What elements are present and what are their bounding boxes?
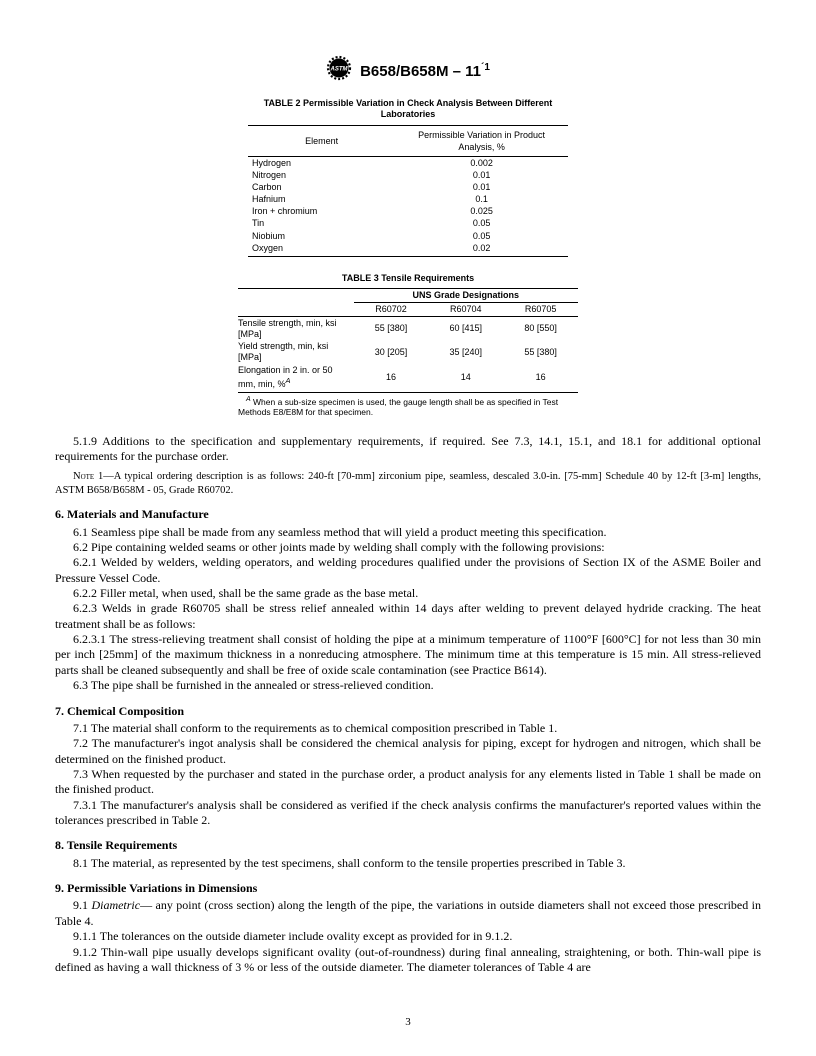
para-6-2: 6.2 Pipe containing welded seams or othe… <box>55 540 761 555</box>
doc-header: ASTM B658/B658M – 11´1 <box>55 55 761 86</box>
astm-logo: ASTM <box>326 55 352 86</box>
section-9-head: 9. Permissible Variations in Dimensions <box>55 881 761 896</box>
doc-id: B658/B658M – 11´1 <box>360 62 490 80</box>
table-row: Hafnium0.1 <box>248 193 568 205</box>
para-6-2-3: 6.2.3 Welds in grade R60705 shall be str… <box>55 601 761 632</box>
table-row: Tin0.05 <box>248 217 568 229</box>
table-2-title: TABLE 2 Permissible Variation in Check A… <box>248 98 568 121</box>
para-7-2: 7.2 The manufacturer's ingot analysis sh… <box>55 736 761 767</box>
table-row: Iron + chromium0.025 <box>248 205 568 217</box>
table-row: Oxygen0.02 <box>248 242 568 257</box>
t2-col-element: Element <box>248 125 395 156</box>
table-3: UNS Grade Designations R60702 R60704 R60… <box>238 288 578 392</box>
para-9-1-1: 9.1.1 The tolerances on the outside diam… <box>55 929 761 944</box>
note-1: Note 1—A typical ordering description is… <box>55 470 761 497</box>
section-7-head: 7. Chemical Composition <box>55 704 761 719</box>
svg-text:ASTM: ASTM <box>330 67 349 73</box>
doc-id-sup: ´1 <box>481 62 490 73</box>
para-6-2-2: 6.2.2 Filler metal, when used, shall be … <box>55 586 761 601</box>
para-7-3: 7.3 When requested by the purchaser and … <box>55 767 761 798</box>
para-6-3: 6.3 The pipe shall be furnished in the a… <box>55 678 761 693</box>
t2-col-variation: Permissible Variation in Product Analysi… <box>395 125 568 156</box>
para-6-2-1: 6.2.1 Welded by welders, welding operato… <box>55 555 761 586</box>
table-row: Elongation in 2 in. or 50 mm, min, %A 16… <box>238 364 578 392</box>
table-3-title: TABLE 3 Tensile Requirements <box>238 273 578 284</box>
para-9-1: 9.1 Diametric— any point (cross section)… <box>55 898 761 929</box>
para-8-1: 8.1 The material, as represented by the … <box>55 856 761 871</box>
body-text-block: 5.1.9 Additions to the specification and… <box>55 434 761 976</box>
table-row: Tensile strength, min, ksi [MPa] 55 [380… <box>238 316 578 340</box>
table-row: Nitrogen0.01 <box>248 169 568 181</box>
para-5-1-9: 5.1.9 Additions to the specification and… <box>55 434 761 465</box>
table-row: Niobium0.05 <box>248 230 568 242</box>
page-number: 3 <box>0 1016 816 1028</box>
para-7-1: 7.1 The material shall conform to the re… <box>55 721 761 736</box>
table-2: Element Permissible Variation in Product… <box>248 125 568 257</box>
table-row: Yield strength, min, ksi [MPa] 30 [205] … <box>238 340 578 364</box>
section-6-head: 6. Materials and Manufacture <box>55 507 761 522</box>
doc-id-text: B658/B658M – 11 <box>360 63 481 80</box>
table-3-footnote: A When a sub-size specimen is used, the … <box>238 396 578 418</box>
table-row: Carbon0.01 <box>248 181 568 193</box>
para-6-2-3-1: 6.2.3.1 The stress-relieving treatment s… <box>55 632 761 678</box>
table-2-block: TABLE 2 Permissible Variation in Check A… <box>248 98 568 257</box>
table-row: Hydrogen0.002 <box>248 156 568 169</box>
table-3-block: TABLE 3 Tensile Requirements UNS Grade D… <box>238 273 578 418</box>
section-8-head: 8. Tensile Requirements <box>55 838 761 853</box>
para-7-3-1: 7.3.1 The manufacturer's analysis shall … <box>55 798 761 829</box>
para-6-1: 6.1 Seamless pipe shall be made from any… <box>55 525 761 540</box>
para-9-1-2: 9.1.2 Thin-wall pipe usually develops si… <box>55 945 761 976</box>
t3-uns-head: UNS Grade Designations <box>354 289 578 303</box>
